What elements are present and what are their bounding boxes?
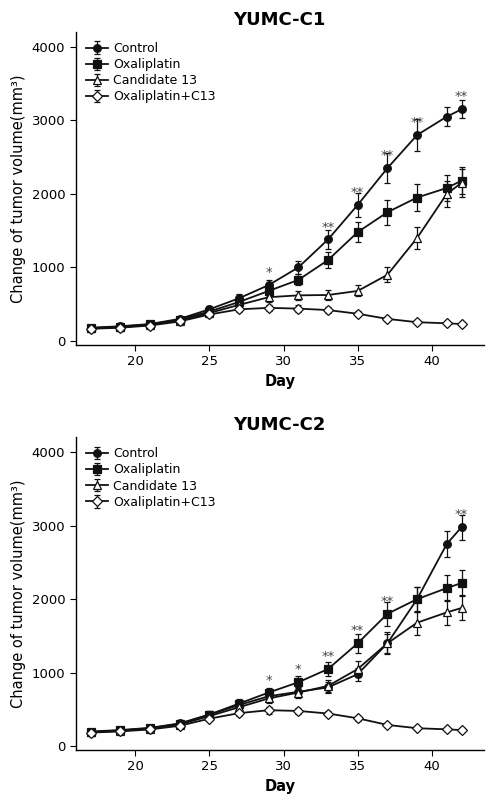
Text: **: ** <box>351 186 364 199</box>
X-axis label: Day: Day <box>264 374 296 389</box>
Y-axis label: Change of tumor volume(mm³): Change of tumor volume(mm³) <box>11 74 26 303</box>
Text: **: ** <box>410 116 424 129</box>
Y-axis label: Change of tumor volume(mm³): Change of tumor volume(mm³) <box>11 479 26 708</box>
Legend: Control, Oxaliplatin, Candidate 13, Oxaliplatin+C13: Control, Oxaliplatin, Candidate 13, Oxal… <box>82 39 219 107</box>
Text: **: ** <box>455 508 468 521</box>
Legend: Control, Oxaliplatin, Candidate 13, Oxaliplatin+C13: Control, Oxaliplatin, Candidate 13, Oxal… <box>82 444 219 513</box>
Title: YUMC-C1: YUMC-C1 <box>234 11 326 29</box>
Text: *: * <box>295 663 301 676</box>
Text: **: ** <box>351 625 364 638</box>
Text: **: ** <box>321 650 335 663</box>
Text: *: * <box>265 266 272 279</box>
Text: *: * <box>265 674 272 687</box>
Text: **: ** <box>321 221 335 233</box>
X-axis label: Day: Day <box>264 779 296 794</box>
Text: **: ** <box>455 90 468 103</box>
Text: **: ** <box>381 149 394 163</box>
Text: **: ** <box>381 595 394 608</box>
Title: YUMC-C2: YUMC-C2 <box>234 416 326 435</box>
